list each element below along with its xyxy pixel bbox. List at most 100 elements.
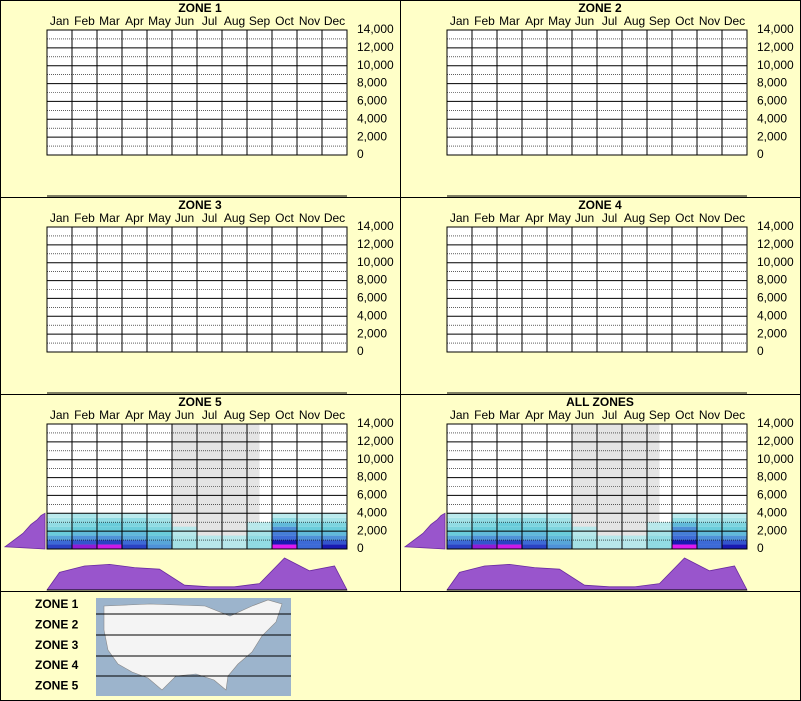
heat-cell [72, 522, 97, 527]
heat-cell [672, 544, 697, 549]
y-tick-label: 4,000 [757, 505, 787, 519]
x-tick-label: Sep [249, 14, 271, 28]
plot-border [446, 423, 748, 550]
heat-cell [547, 540, 572, 545]
y-tick-label: 10,000 [357, 452, 394, 466]
heat-cell [247, 522, 272, 527]
heat-cell [297, 526, 322, 532]
y-tick-label: 6,000 [357, 291, 387, 305]
x-tick-label: Oct [275, 211, 294, 225]
heat-cell [47, 517, 72, 523]
heat-cell [697, 540, 722, 545]
heat-cell [447, 535, 472, 541]
heat-cell [722, 531, 747, 536]
heat-cell [547, 517, 572, 523]
heat-cell [297, 544, 322, 549]
heat-cell [172, 526, 197, 532]
y-tick-label: 4,000 [357, 111, 387, 125]
heat-cell [247, 535, 272, 541]
heat-cell [447, 522, 472, 527]
heat-cell [222, 544, 247, 549]
y-tick-label: 14,000 [757, 416, 794, 430]
heat-cell [722, 544, 747, 549]
y-tick-label: 10,000 [757, 255, 794, 269]
x-tick-label: Sep [249, 408, 271, 422]
heat-cell [322, 513, 347, 518]
panel: ZONE 1 0 2,000 4,000 6,000 8,000 10,000 12,000 1… [46, 1, 394, 197]
y-tick-label: 4,000 [757, 308, 787, 322]
x-tick-label: Apr [525, 408, 544, 422]
x-tick-label: Feb [474, 14, 495, 28]
x-tick-label: Aug [624, 408, 645, 422]
heat-cell [722, 517, 747, 523]
heat-cell [447, 544, 472, 549]
x-tick-label: Oct [675, 408, 694, 422]
x-tick-label: Sep [649, 211, 671, 225]
heat-cell [297, 522, 322, 527]
x-tick-label: May [148, 14, 171, 28]
heat-cell [497, 531, 522, 536]
heat-cell [147, 517, 172, 523]
heat-cell [497, 526, 522, 532]
heat-cell [272, 522, 297, 527]
heat-cell [672, 526, 697, 532]
y-tick-label: 14,000 [357, 22, 394, 36]
y-tick-label: 6,000 [357, 94, 387, 108]
heat-cell [322, 522, 347, 527]
x-tick-label: Jan [50, 211, 69, 225]
heat-cell [97, 522, 122, 527]
panel-title: ALL ZONES [566, 395, 634, 409]
heat-cell [547, 513, 572, 518]
heat-cell [147, 540, 172, 545]
y-tick-label: 10,000 [757, 452, 794, 466]
x-tick-label: Jun [175, 14, 194, 28]
heat-cell [97, 540, 122, 545]
zone-label: ZONE 1 [35, 597, 79, 611]
heat-cell [472, 522, 497, 527]
heat-cell [722, 540, 747, 545]
panel-title: ZONE 1 [178, 1, 222, 15]
heat-cell [522, 522, 547, 527]
x-tick-label: Mar [499, 14, 520, 28]
heat-cell [272, 544, 297, 549]
y-tick-label: 4,000 [357, 505, 387, 519]
heat-cell [472, 544, 497, 549]
x-tick-label: Jun [175, 211, 194, 225]
heat-cell [472, 535, 497, 541]
x-tick-label: Jun [575, 14, 594, 28]
heat-cell [672, 517, 697, 523]
heat-cell [297, 535, 322, 541]
heat-cell [147, 522, 172, 527]
plot-border [446, 226, 748, 353]
heat-cell [672, 513, 697, 518]
heat-cell [497, 540, 522, 545]
x-tick-label: Jan [450, 14, 469, 28]
heat-cell [547, 522, 572, 527]
heat-cell [547, 544, 572, 549]
x-tick-label: Jul [602, 211, 617, 225]
heat-cell [647, 540, 672, 545]
heat-cell [672, 531, 697, 536]
heat-cell [672, 540, 697, 545]
heat-cell [297, 531, 322, 536]
heat-cell [697, 535, 722, 541]
y-tick-label: 0 [757, 541, 764, 555]
x-tick-label: Jul [202, 211, 217, 225]
heat-cell [97, 517, 122, 523]
y-tick-label: 10,000 [357, 255, 394, 269]
heat-cell [147, 513, 172, 518]
heat-cell [472, 526, 497, 532]
plot-border [46, 226, 348, 353]
panel-title: ZONE 2 [578, 1, 622, 15]
panel-title: ZONE 3 [178, 198, 222, 212]
heat-cell [97, 544, 122, 549]
heat-cell [222, 535, 247, 541]
heat-cell [322, 535, 347, 541]
heat-cell [172, 531, 197, 536]
x-tick-label: Feb [74, 408, 95, 422]
heat-cell [147, 526, 172, 532]
heat-cell [522, 517, 547, 523]
heat-cell [697, 513, 722, 518]
heat-cell [47, 513, 72, 518]
